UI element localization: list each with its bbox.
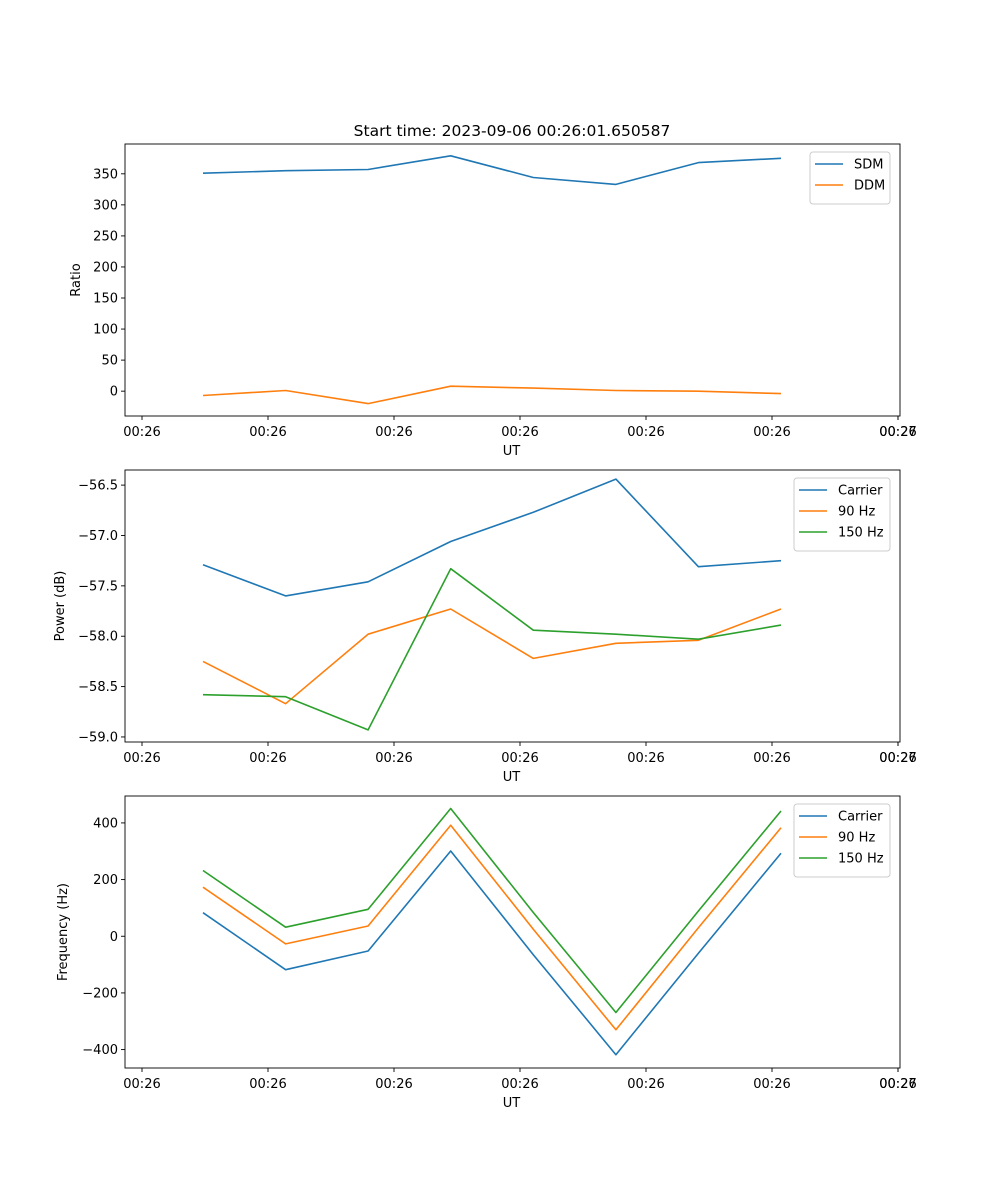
ratio-subplot: 00:26 00:26 00:26 00:26 00:26 00:26 00:2600:27… [69, 143, 917, 459]
x-tick-label: 00:26 [879, 1077, 916, 1092]
y-tick-label: 300 [93, 198, 118, 213]
y-tick-label: 0 [110, 930, 118, 945]
x-tick-label: 00:26 [123, 425, 160, 440]
x-tick-label: 00:26 [753, 1077, 790, 1092]
y-tick-label: 350 [93, 167, 118, 182]
x-tick-label: 00:27 [879, 751, 916, 766]
y-tick-label: −200 [82, 986, 118, 1001]
x-tick-label: 00:26 [249, 1077, 286, 1092]
y-axis-label: Frequency (Hz) [56, 883, 71, 981]
series-line-150-hz [202, 807, 782, 1014]
x-tick-label: 00:26 [501, 1077, 538, 1092]
series-line-90-hz [202, 824, 782, 1031]
x-tick-label: 00:26 [501, 425, 538, 440]
y-tick-label: −57.0 [78, 529, 118, 544]
series-line-carrier [202, 850, 782, 1056]
chart-title: Start time: 2023-09-06 00:26:01.650587 [354, 122, 671, 140]
x-tick-label: 00:26 [249, 425, 286, 440]
series-line-carrier [202, 478, 782, 597]
x-axis-label: UT [503, 770, 521, 785]
y-tick-label: 400 [93, 816, 118, 831]
power-subplot: 00:26 00:26 00:26 00:26 00:26 00:26 00:2600:27… [53, 469, 917, 785]
y-tick-label: 50 [101, 354, 118, 369]
y-tick-label: −59.0 [78, 730, 118, 745]
x-tick-label: 00:26 [375, 425, 412, 440]
y-tick-label: −400 [82, 1043, 118, 1058]
legend-label: Carrier [838, 484, 883, 499]
x-tick-label: 00:27 [879, 1077, 916, 1092]
legend-label: 150 Hz [838, 526, 884, 541]
y-tick-label: 200 [93, 873, 118, 888]
x-tick-label: 00:26 [249, 751, 286, 766]
y-tick-label: −58.0 [78, 630, 118, 645]
legend-label: Carrier [838, 810, 883, 825]
x-tick-label: 00:26 [627, 1077, 664, 1092]
y-tick-label: −57.5 [78, 579, 118, 594]
y-tick-label: 200 [93, 260, 118, 275]
x-tick-label: 00:26 [123, 751, 160, 766]
x-tick-label: 00:27 [879, 425, 916, 440]
axes-frame [124, 469, 901, 743]
y-tick-label: 0 [110, 385, 118, 400]
x-tick-label: 00:26 [627, 425, 664, 440]
y-tick-label: 100 [93, 323, 118, 338]
legend-box [809, 151, 891, 205]
axes-frame [124, 795, 901, 1069]
x-tick-label: 00:26 [501, 751, 538, 766]
y-tick-label: −56.5 [78, 479, 118, 494]
series-line-150-hz [202, 567, 782, 731]
x-tick-label: 00:26 [753, 751, 790, 766]
x-axis-label: UT [503, 444, 521, 459]
x-tick-label: 00:26 [375, 1077, 412, 1092]
y-tick-label: 250 [93, 229, 118, 244]
y-axis-label: Power (dB) [53, 571, 68, 642]
y-tick-label: −58.5 [78, 680, 118, 695]
axes-frame [124, 143, 901, 417]
legend-label: 90 Hz [838, 505, 875, 520]
series-line-sdm [202, 155, 782, 186]
x-tick-label: 00:26 [753, 425, 790, 440]
series-line-ddm [202, 385, 782, 405]
series-line-90-hz [202, 608, 782, 705]
x-axis-label: UT [503, 1096, 521, 1111]
legend-label: SDM [854, 158, 883, 173]
legend-label: DDM [854, 179, 885, 194]
x-tick-label: 00:26 [123, 1077, 160, 1092]
legend-label: 150 Hz [838, 852, 884, 867]
y-axis-label: Ratio [69, 263, 84, 296]
x-tick-label: 00:26 [879, 425, 916, 440]
legend-label: 90 Hz [838, 831, 875, 846]
x-tick-label: 00:26 [879, 751, 916, 766]
y-tick-label: 150 [93, 292, 118, 307]
x-tick-label: 00:26 [375, 751, 412, 766]
frequency-subplot: 00:26 00:26 00:26 00:26 00:26 00:26 00:2600:27… [56, 795, 917, 1111]
x-tick-label: 00:26 [627, 751, 664, 766]
